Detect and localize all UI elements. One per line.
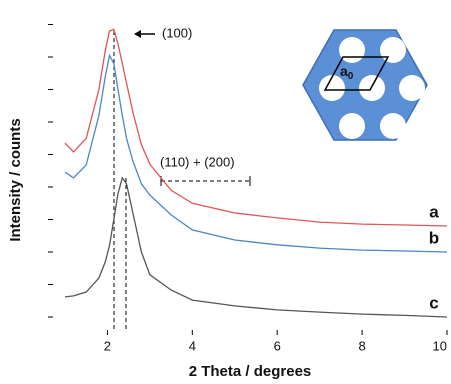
inset-label: a0 (340, 63, 354, 82)
series-line (64, 28, 448, 227)
pore (399, 75, 425, 101)
x-tick-label: 10 (433, 338, 447, 353)
pore (380, 37, 406, 63)
unit-cell (323, 56, 390, 91)
pore (339, 113, 365, 139)
arrow-head (134, 30, 141, 38)
series-label: c (429, 293, 438, 312)
series-label: b (429, 228, 439, 247)
x-axis-label: 2 Theta / degrees (189, 363, 312, 380)
pore (359, 75, 385, 101)
annotation: (110) + (200) (160, 154, 235, 169)
y-axis-label: Intensity / counts (7, 118, 24, 241)
series-line (64, 176, 448, 318)
annotation: (100) (162, 25, 192, 40)
inset-label-main: a (340, 63, 348, 79)
x-tick-label: 8 (358, 338, 365, 353)
inset-diagram: a0 (302, 29, 428, 141)
pore (319, 75, 345, 101)
x-tick-label: 2 (104, 338, 111, 353)
pore (380, 113, 406, 139)
series-label: a (429, 202, 439, 221)
series-line (64, 53, 448, 253)
inset-label-sub: 0 (348, 71, 354, 82)
x-tick-label: 4 (189, 338, 196, 353)
pore (339, 37, 365, 63)
x-tick-label: 6 (274, 338, 281, 353)
